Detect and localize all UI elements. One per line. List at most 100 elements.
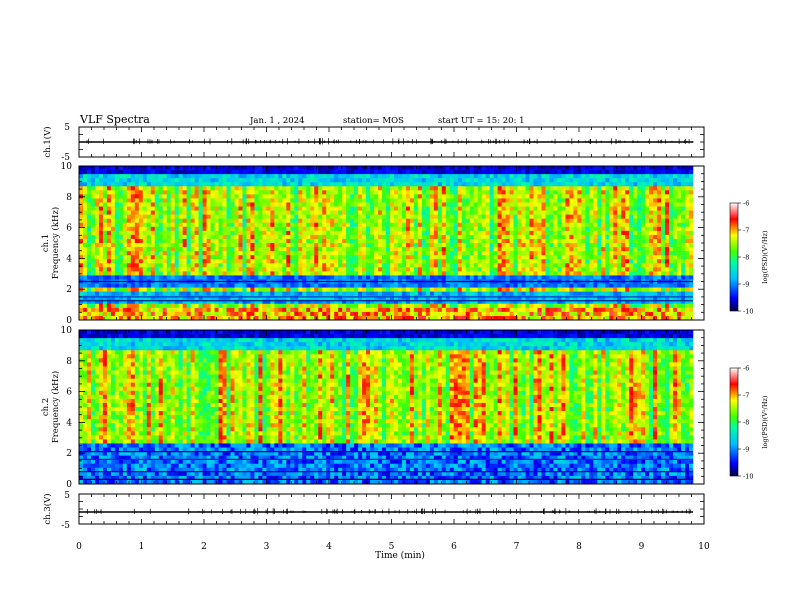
spectrogram-cell bbox=[330, 255, 335, 260]
spectrogram-cell bbox=[378, 287, 383, 292]
spectrogram-cell bbox=[138, 182, 144, 187]
spectrogram-cell bbox=[382, 291, 387, 296]
spectrogram-cell bbox=[198, 198, 203, 203]
spectrogram-cell bbox=[146, 299, 152, 305]
spectrogram-cell bbox=[222, 311, 227, 317]
spectrogram-cell bbox=[429, 218, 435, 224]
spectrogram-cell bbox=[489, 222, 494, 228]
spectrogram-cell bbox=[413, 166, 419, 171]
spectrogram-cell bbox=[282, 251, 287, 256]
spectrogram-cell bbox=[282, 275, 287, 280]
spectrogram-cell bbox=[122, 194, 128, 199]
spectrogram-cell bbox=[477, 283, 482, 288]
spectrogram-cell bbox=[178, 307, 183, 313]
spectrogram-cell bbox=[102, 299, 108, 305]
spectrogram-cell bbox=[389, 251, 395, 256]
spectrogram-cell bbox=[94, 283, 100, 288]
spectrogram-cell bbox=[370, 259, 375, 264]
spectrogram-cell bbox=[465, 230, 471, 236]
spectrogram-cell bbox=[513, 303, 518, 309]
spectrogram-cell bbox=[409, 210, 415, 215]
spectrogram-cell bbox=[453, 275, 459, 280]
spectrogram-cell bbox=[393, 283, 399, 288]
spectrogram-cell bbox=[358, 263, 363, 268]
spectrogram-cell bbox=[154, 247, 160, 252]
spectrogram-cell bbox=[413, 243, 419, 248]
spectrogram-cell bbox=[378, 174, 383, 179]
spectrogram-cell bbox=[513, 190, 518, 195]
spectrogram-cell bbox=[134, 190, 140, 195]
spectrogram-cell bbox=[358, 271, 363, 276]
spectrogram-cell bbox=[218, 259, 223, 264]
spectrogram-cell bbox=[250, 255, 255, 260]
spectrogram-cell bbox=[417, 190, 423, 195]
spectrogram-cell bbox=[457, 222, 463, 228]
spectrogram-cell bbox=[569, 202, 574, 207]
spectrogram-cell bbox=[481, 222, 486, 228]
spectrogram-cell bbox=[82, 170, 88, 175]
spectrogram-cell bbox=[142, 182, 148, 187]
spectrogram-cell bbox=[162, 218, 168, 224]
spectrogram-cell bbox=[461, 226, 467, 232]
spectrogram-cell bbox=[246, 234, 251, 240]
spectrogram-cell bbox=[389, 255, 395, 260]
spectrogram-cell bbox=[186, 214, 191, 219]
spectrogram-cell bbox=[453, 311, 459, 317]
spectrogram-cell bbox=[306, 247, 311, 252]
spectrogram-cell bbox=[437, 311, 443, 317]
spectrogram-cell bbox=[561, 166, 566, 171]
spectrogram-cell bbox=[477, 230, 482, 236]
spectrogram-cell bbox=[413, 238, 419, 244]
spectrogram-cell bbox=[330, 303, 335, 309]
spectrogram-cell bbox=[346, 194, 351, 199]
spectrogram-cell bbox=[501, 255, 506, 260]
spectrogram-cell bbox=[378, 238, 383, 244]
spectrogram-cell bbox=[378, 210, 383, 215]
spectrogram-cell bbox=[370, 186, 375, 191]
spectrogram-cell bbox=[374, 247, 379, 252]
spectrogram-cell bbox=[409, 247, 415, 252]
spectrogram-cell bbox=[210, 291, 215, 296]
spectrogram-cell bbox=[537, 186, 542, 191]
spectrogram-cell bbox=[469, 234, 475, 240]
spectrogram-cell bbox=[158, 255, 164, 260]
spectrogram-cell bbox=[338, 291, 343, 296]
spectrogram-cell bbox=[489, 186, 494, 191]
spectrogram-cell bbox=[553, 214, 558, 219]
spectrogram-cell bbox=[473, 283, 478, 288]
spectrogram-cell bbox=[449, 234, 455, 240]
spectrogram-cell bbox=[274, 259, 279, 264]
spectrogram-cell bbox=[130, 263, 136, 268]
spectrogram-cell bbox=[118, 226, 124, 232]
spectrogram-cell bbox=[306, 267, 311, 272]
spectrogram-cell bbox=[441, 170, 447, 175]
spectrogram-cell bbox=[553, 263, 558, 268]
spectrogram-cell bbox=[393, 295, 399, 301]
spectrogram-cell bbox=[90, 271, 96, 276]
spectrogram-cell bbox=[134, 271, 140, 276]
spectrogram-cell bbox=[250, 214, 255, 219]
spectrogram-cell bbox=[378, 271, 383, 276]
spectrogram-cell bbox=[529, 234, 534, 240]
spectrogram-cell bbox=[445, 299, 451, 305]
spectrogram-cell bbox=[270, 234, 275, 240]
spectrogram-cell bbox=[517, 174, 522, 179]
spectrogram-cell bbox=[270, 255, 275, 260]
spectrogram-cell bbox=[110, 275, 116, 280]
spectrogram-cell bbox=[362, 178, 367, 183]
spectrogram-cell bbox=[370, 230, 375, 236]
spectrogram-cell bbox=[573, 202, 578, 207]
spectrogram-cell bbox=[382, 194, 387, 199]
spectrogram-cell bbox=[298, 243, 303, 248]
spectrogram-cell bbox=[158, 218, 164, 224]
spectrogram-cell bbox=[170, 166, 175, 171]
spectrogram-cell bbox=[222, 230, 227, 236]
spectrogram-cell bbox=[370, 275, 375, 280]
spectrogram-cell bbox=[505, 315, 510, 321]
spectrogram-cell bbox=[545, 247, 550, 252]
spectrogram-cell bbox=[521, 315, 526, 321]
spectrogram-cell bbox=[162, 247, 168, 252]
spectrogram-cell bbox=[441, 291, 447, 296]
spectrogram-cell bbox=[334, 190, 339, 195]
spectrogram-cell bbox=[254, 178, 259, 183]
